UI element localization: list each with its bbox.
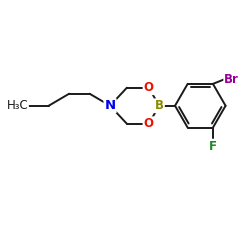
Text: B: B: [155, 99, 164, 112]
Text: Br: Br: [224, 72, 239, 86]
Text: F: F: [209, 140, 217, 153]
Text: O: O: [144, 81, 154, 94]
Text: H₃C: H₃C: [6, 99, 28, 112]
Text: N: N: [104, 99, 116, 112]
Text: O: O: [144, 117, 154, 130]
